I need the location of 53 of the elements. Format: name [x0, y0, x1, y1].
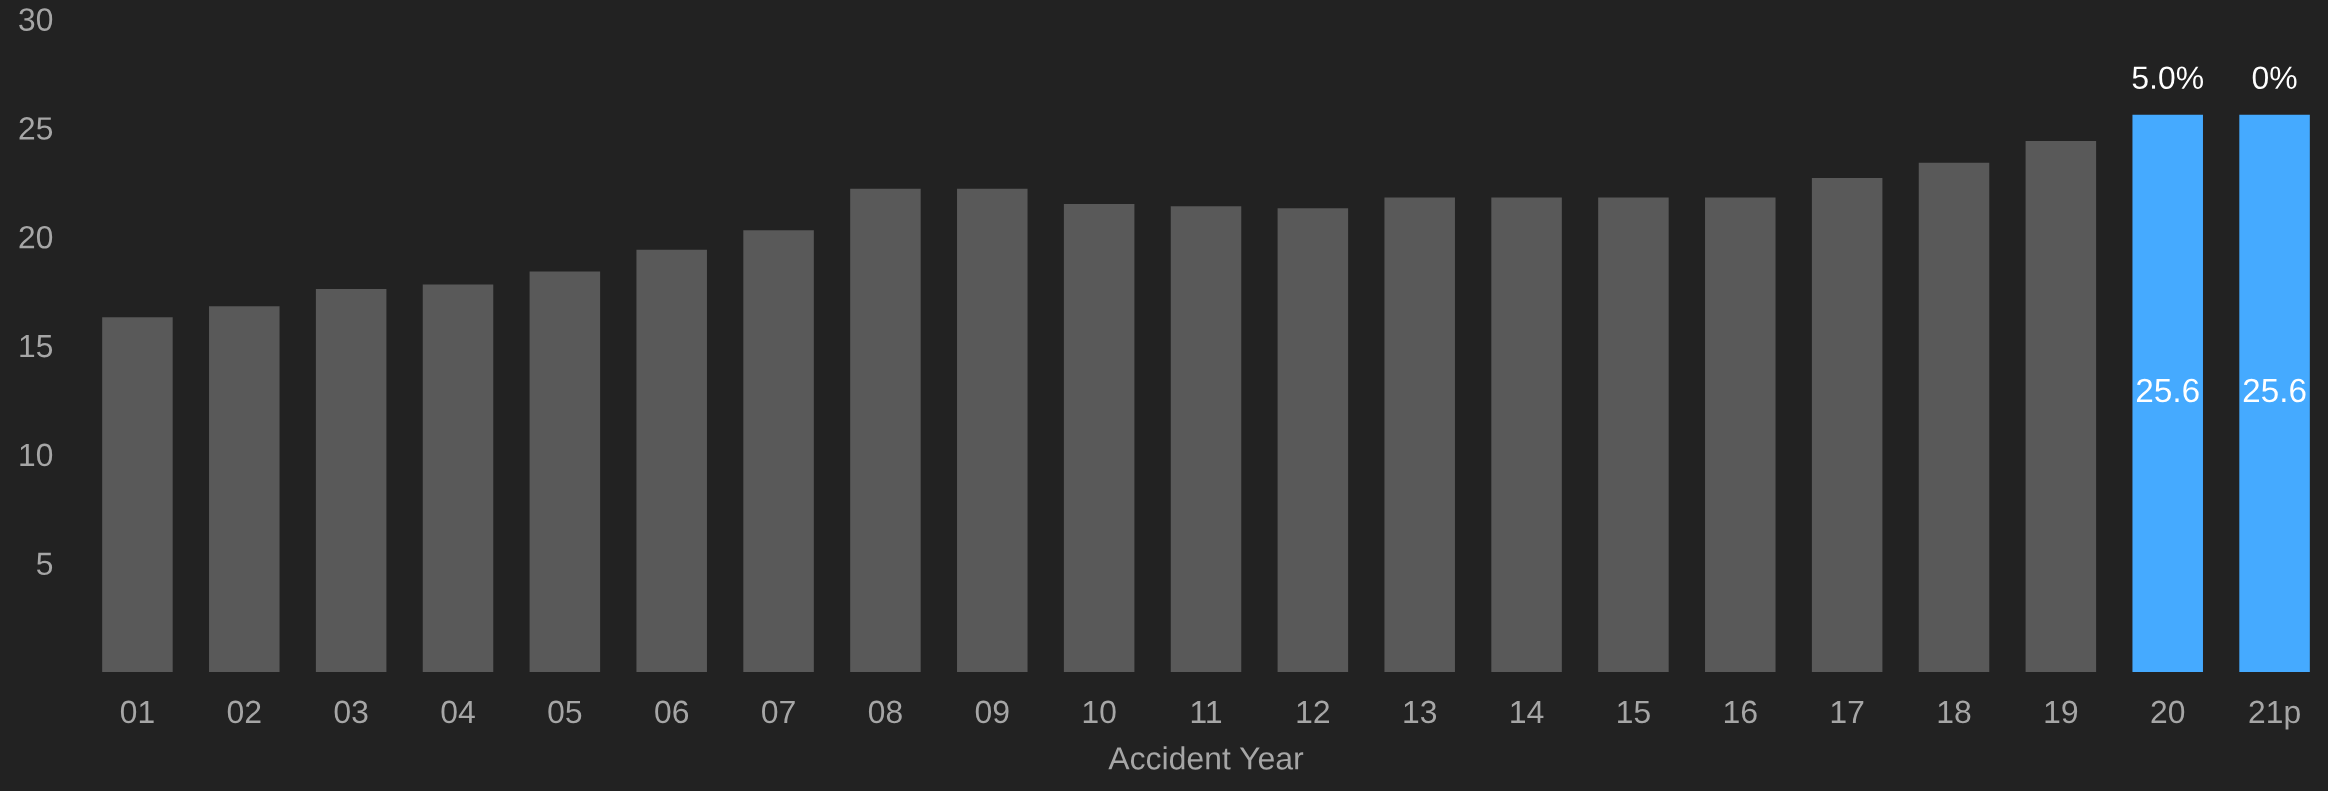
- x-tick-label: 04: [441, 700, 475, 724]
- bar: [636, 249, 707, 672]
- data-label: 25.6: [2243, 378, 2306, 403]
- y-tick-label: 5: [36, 552, 53, 576]
- bar: [2025, 140, 2097, 672]
- bar: [209, 306, 280, 672]
- x-tick-label: 18: [1938, 700, 1971, 724]
- bar: [1277, 208, 1349, 672]
- bar: [957, 188, 1028, 672]
- bar: [850, 188, 921, 672]
- bar: [2132, 114, 2203, 672]
- bar: [102, 317, 173, 672]
- x-tick-label: 01: [120, 700, 154, 724]
- y-tick-label: 20: [19, 225, 53, 249]
- x-tick-label: 21p: [2249, 700, 2300, 730]
- x-tick-label: 17: [1831, 700, 1864, 723]
- bar: [1491, 197, 1562, 672]
- x-tick-label: 19: [2045, 700, 2078, 724]
- x-tick-label: 15: [1618, 700, 1650, 724]
- bar: [1705, 197, 1776, 672]
- data-label: 25.6: [2136, 378, 2199, 403]
- x-tick-label: 02: [227, 700, 261, 724]
- bar: [1918, 162, 1990, 672]
- x-axis-title: Accident Year: [1108, 746, 1304, 770]
- bar: [1063, 204, 1135, 672]
- x-tick-label: 06: [655, 700, 689, 724]
- x-tick-label: 14: [1511, 700, 1544, 723]
- y-tick-label: 10: [20, 443, 53, 467]
- y-tick-label: 30: [19, 8, 53, 31]
- x-tick-label: 03: [334, 700, 368, 724]
- bar: [1384, 197, 1455, 672]
- y-tick-label: 25: [19, 117, 53, 140]
- bar: [529, 271, 601, 672]
- x-tick-label: 05: [548, 700, 582, 724]
- x-tick-label: 07: [762, 700, 795, 724]
- bar: [2239, 114, 2310, 672]
- bar: [1598, 197, 1669, 672]
- annotation: 0%: [2252, 66, 2297, 90]
- bar: [1170, 206, 1242, 672]
- x-tick-label: 11: [1191, 700, 1222, 723]
- x-tick-label: 10: [1083, 700, 1116, 724]
- x-tick-label: 20: [2151, 700, 2185, 724]
- x-tick-label: 12: [1297, 700, 1330, 723]
- y-tick-label: 15: [20, 335, 53, 358]
- x-tick-label: 09: [975, 700, 1009, 724]
- bar: [422, 284, 494, 672]
- annotation: 5.0%: [2132, 66, 2203, 90]
- bar: [743, 230, 814, 672]
- x-tick-label: 13: [1404, 700, 1437, 724]
- bar: [1811, 177, 1883, 672]
- bar: [315, 288, 387, 672]
- x-tick-label: 16: [1724, 700, 1757, 724]
- x-tick-label: 08: [868, 700, 902, 724]
